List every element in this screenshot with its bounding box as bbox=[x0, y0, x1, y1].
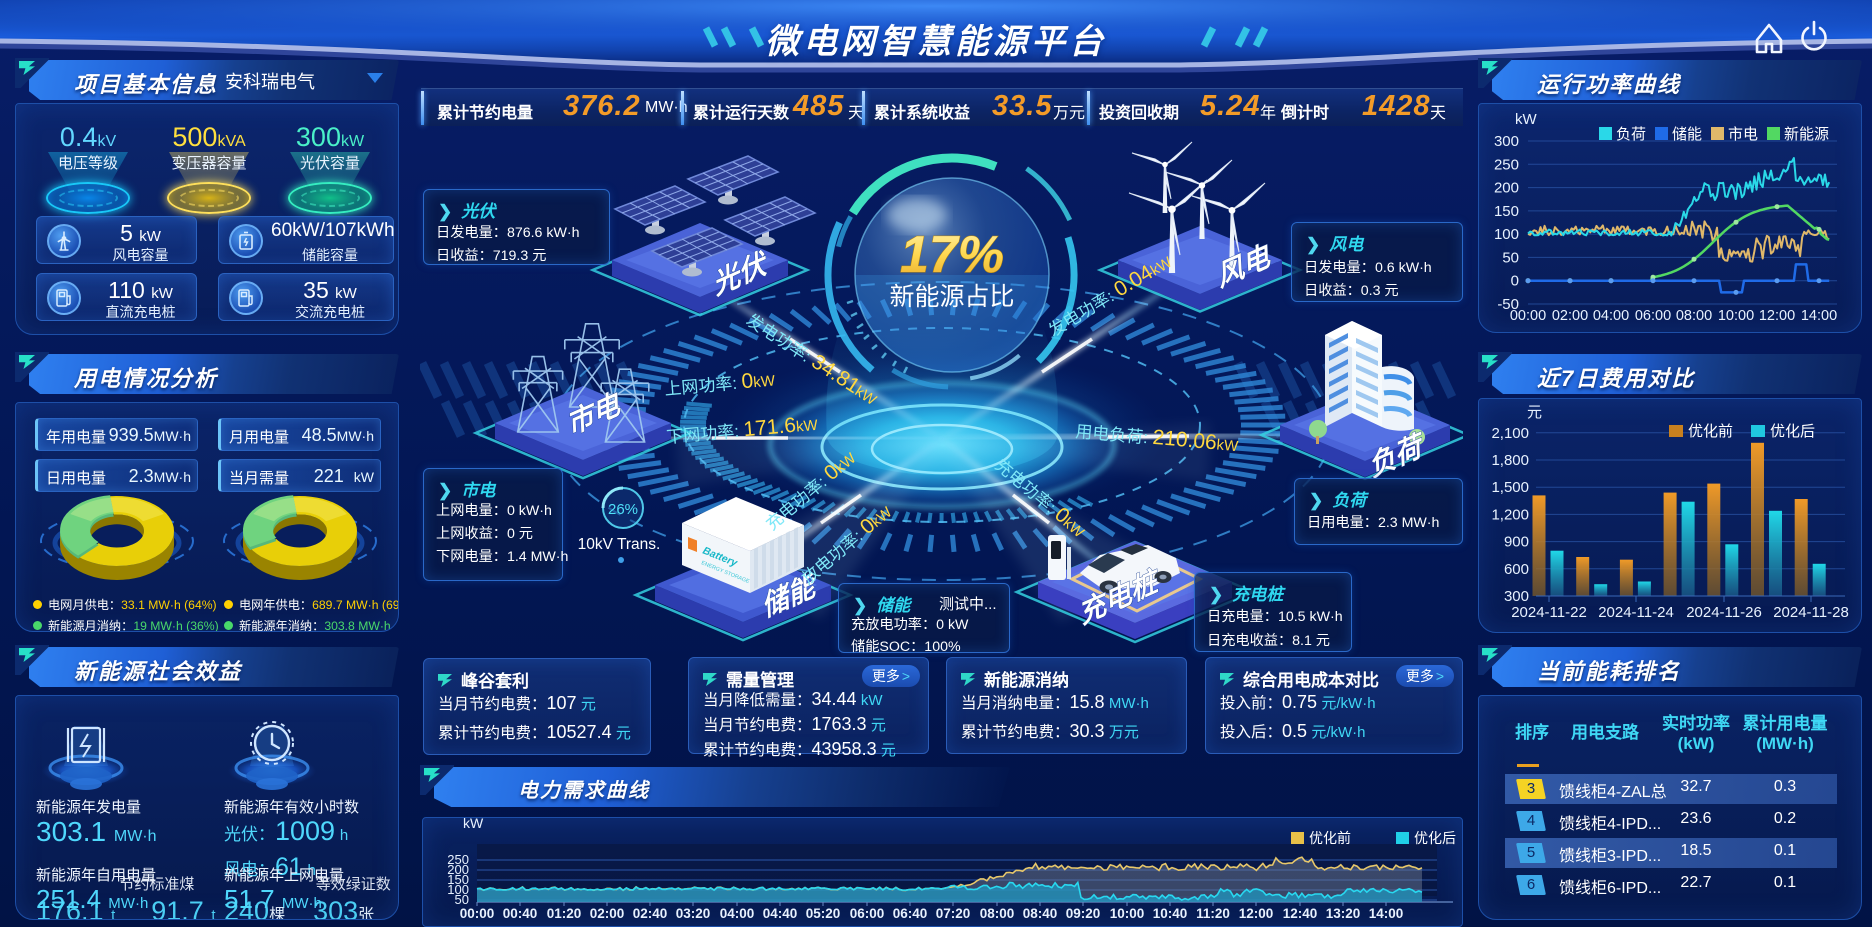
svg-text:02:40: 02:40 bbox=[633, 906, 668, 921]
svg-text:00:00: 00:00 bbox=[460, 906, 495, 921]
svg-text:12:00: 12:00 bbox=[1239, 906, 1274, 921]
svg-text:01:20: 01:20 bbox=[547, 906, 582, 921]
svg-text:10:00: 10:00 bbox=[1718, 308, 1754, 324]
svg-text:12:00: 12:00 bbox=[1759, 308, 1795, 324]
svg-text:储能: 储能 bbox=[1672, 126, 1702, 143]
svg-text:2024-11-28: 2024-11-28 bbox=[1773, 604, 1849, 621]
svg-text:200: 200 bbox=[447, 862, 469, 877]
svg-text:600: 600 bbox=[1504, 561, 1529, 578]
svg-text:50: 50 bbox=[455, 892, 469, 907]
svg-text:kW: kW bbox=[1515, 111, 1538, 128]
svg-text:1,500: 1,500 bbox=[1491, 479, 1529, 496]
svg-text:新能源: 新能源 bbox=[1784, 126, 1829, 143]
svg-text:00:00: 00:00 bbox=[1510, 308, 1546, 324]
svg-text:150: 150 bbox=[447, 872, 469, 887]
svg-text:08:40: 08:40 bbox=[1023, 906, 1058, 921]
svg-text:150: 150 bbox=[1494, 203, 1519, 220]
svg-text:08:00: 08:00 bbox=[980, 906, 1015, 921]
svg-text:市电: 市电 bbox=[1728, 126, 1758, 143]
svg-text:05:20: 05:20 bbox=[806, 906, 841, 921]
svg-text:06:00: 06:00 bbox=[850, 906, 885, 921]
svg-text:17%: 17% bbox=[900, 226, 1004, 284]
svg-text:1,200: 1,200 bbox=[1491, 506, 1529, 523]
svg-text:新能源占比: 新能源占比 bbox=[889, 283, 1014, 311]
svg-text:负荷: 负荷 bbox=[1616, 126, 1646, 143]
svg-text:2024-11-26: 2024-11-26 bbox=[1686, 604, 1762, 621]
svg-text:00:40: 00:40 bbox=[503, 906, 538, 921]
svg-text:kW: kW bbox=[463, 818, 484, 831]
svg-text:04:00: 04:00 bbox=[1593, 308, 1629, 324]
svg-text:14:00: 14:00 bbox=[1369, 906, 1404, 921]
svg-text:12:40: 12:40 bbox=[1283, 906, 1318, 921]
svg-text:08:00: 08:00 bbox=[1676, 308, 1712, 324]
svg-text:元: 元 bbox=[1527, 404, 1542, 421]
svg-text:11:20: 11:20 bbox=[1196, 906, 1230, 921]
svg-text:10:40: 10:40 bbox=[1153, 906, 1188, 921]
svg-text:09:20: 09:20 bbox=[1066, 906, 1101, 921]
svg-text:优化前: 优化前 bbox=[1309, 830, 1351, 846]
svg-text:250: 250 bbox=[447, 852, 469, 867]
svg-text:900: 900 bbox=[1504, 534, 1529, 551]
svg-text:1,800: 1,800 bbox=[1491, 452, 1529, 469]
svg-text:14:00: 14:00 bbox=[1801, 308, 1837, 324]
svg-text:50: 50 bbox=[1502, 249, 1519, 266]
svg-text:300: 300 bbox=[1494, 133, 1519, 150]
svg-text:优化后: 优化后 bbox=[1770, 423, 1815, 440]
svg-text:26%: 26% bbox=[608, 501, 638, 518]
svg-text:10:00: 10:00 bbox=[1110, 906, 1145, 921]
svg-text:200: 200 bbox=[1494, 180, 1519, 197]
svg-text:优化后: 优化后 bbox=[1414, 830, 1456, 846]
svg-text:0: 0 bbox=[1511, 273, 1519, 290]
svg-text:300: 300 bbox=[1504, 588, 1529, 605]
svg-text:02:00: 02:00 bbox=[590, 906, 625, 921]
svg-text:优化前: 优化前 bbox=[1688, 423, 1733, 440]
svg-text:06:00: 06:00 bbox=[1635, 308, 1671, 324]
svg-text:100: 100 bbox=[1494, 226, 1519, 243]
svg-text:2,100: 2,100 bbox=[1491, 425, 1529, 442]
svg-text:03:20: 03:20 bbox=[676, 906, 711, 921]
svg-text:10kV Trans.: 10kV Trans. bbox=[578, 536, 661, 553]
svg-text:04:00: 04:00 bbox=[720, 906, 755, 921]
svg-text:250: 250 bbox=[1494, 156, 1519, 173]
svg-text:04:40: 04:40 bbox=[763, 906, 798, 921]
svg-text:13:20: 13:20 bbox=[1326, 906, 1361, 921]
svg-text:07:20: 07:20 bbox=[936, 906, 971, 921]
svg-text:2024-11-24: 2024-11-24 bbox=[1598, 604, 1674, 621]
svg-text:2024-11-22: 2024-11-22 bbox=[1511, 604, 1587, 621]
svg-text:100: 100 bbox=[447, 882, 469, 897]
svg-text:02:00: 02:00 bbox=[1552, 308, 1588, 324]
svg-text:-50: -50 bbox=[1497, 296, 1519, 313]
svg-text:06:40: 06:40 bbox=[893, 906, 928, 921]
